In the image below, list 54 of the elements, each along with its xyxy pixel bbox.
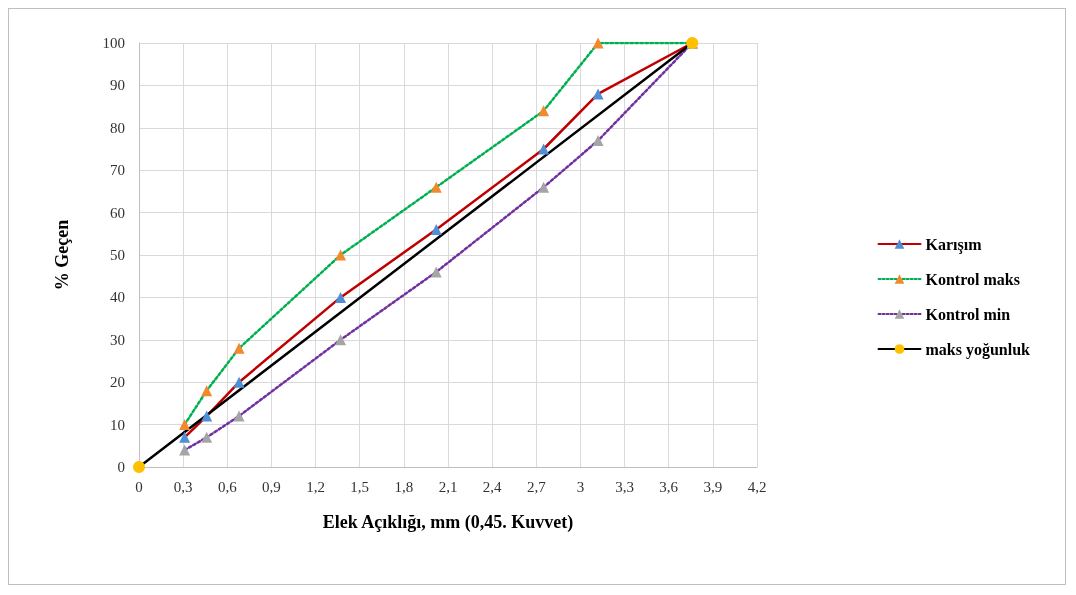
y-tick-label: 100	[102, 35, 125, 51]
point	[592, 88, 604, 100]
x-tick-label: 1,8	[394, 478, 414, 495]
x-tick-label: 2,4	[482, 478, 503, 495]
point	[592, 37, 604, 49]
point	[201, 431, 213, 443]
x-tick-label: 3,3	[615, 478, 634, 495]
x-tick-label: 2,7	[526, 478, 547, 495]
point	[133, 461, 145, 473]
point	[201, 385, 213, 397]
x-tick-label: 3,6	[659, 478, 679, 495]
point	[335, 291, 347, 303]
x-tick-label: 3,9	[703, 478, 723, 495]
x-tick-label: 0,9	[262, 478, 281, 495]
point	[233, 376, 245, 388]
legend-label: Kontrol min	[925, 305, 1011, 323]
x-tick-label: 1,5	[350, 478, 370, 495]
y-tick-label: 50	[110, 247, 125, 263]
y-tick-label: 70	[110, 162, 125, 179]
x-tick-label: 0,6	[217, 478, 238, 495]
x-axis-title: Elek Açıklığı, mm (0,45. Kuvvet)	[322, 512, 574, 533]
y-tick-label: 90	[110, 77, 125, 94]
point	[335, 249, 347, 261]
y-tick-label: 20	[110, 374, 125, 391]
x-tick-label: 0,3	[173, 478, 193, 495]
y-tick-label: 80	[110, 119, 125, 136]
x-tick-label: 3	[576, 478, 585, 495]
point	[538, 105, 550, 117]
point	[430, 181, 442, 193]
legend-label: maks yoğunluk	[925, 340, 1031, 359]
point	[179, 431, 191, 443]
point	[538, 143, 550, 155]
y-tick-label: 40	[110, 289, 125, 306]
y-tick-label: 60	[110, 204, 125, 221]
point	[201, 410, 213, 422]
x-tick-label: 2,1	[438, 478, 458, 495]
y-tick-label: 10	[110, 416, 125, 433]
legend-label: Karışım	[925, 235, 983, 254]
x-tick-label: 1,2	[306, 478, 325, 495]
x-tick-label: 4,2	[747, 478, 767, 495]
point	[538, 181, 550, 193]
point	[430, 266, 442, 278]
point	[430, 224, 442, 236]
point	[179, 444, 191, 456]
y-tick-label: 30	[110, 331, 125, 348]
point	[233, 410, 245, 422]
y-axis-title: % Geçen	[52, 219, 72, 291]
point	[179, 419, 191, 431]
x-tick-label: 0	[135, 478, 143, 495]
y-tick-label: 0	[117, 459, 125, 475]
point	[233, 342, 245, 354]
point	[592, 135, 604, 147]
legend-label: Kontrol maks	[925, 270, 1020, 288]
point	[335, 334, 347, 346]
